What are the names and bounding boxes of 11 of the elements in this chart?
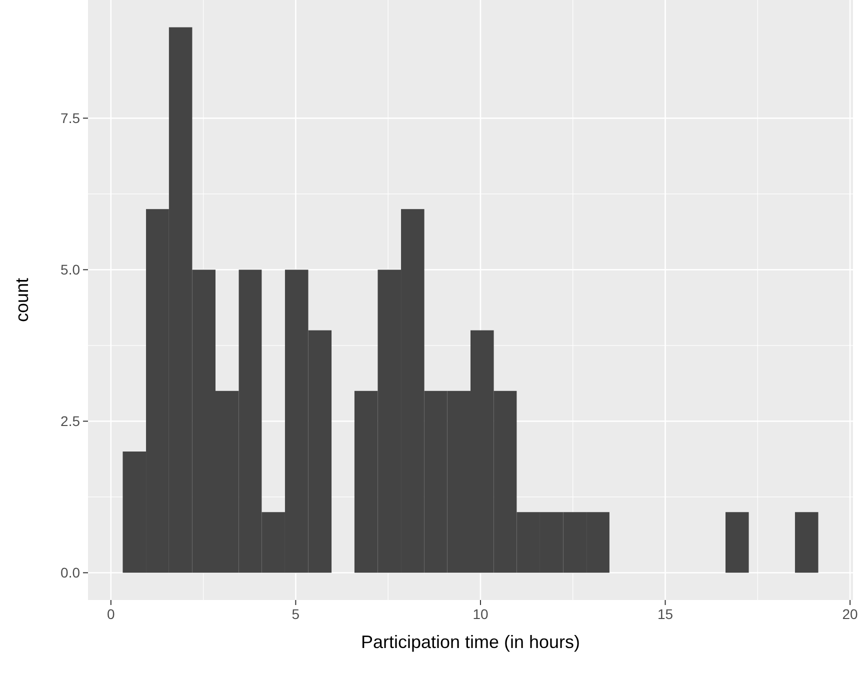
x-tick-label: 15 bbox=[657, 606, 674, 622]
y-tick-label: 2.5 bbox=[60, 413, 80, 430]
y-tick-label: 7.5 bbox=[60, 110, 80, 126]
x-axis-title: Participation time (in hours) bbox=[360, 632, 580, 652]
x-tick-label: 10 bbox=[472, 606, 488, 622]
x-tick-label: 20 bbox=[842, 606, 858, 622]
y-tick-label: 0.0 bbox=[60, 564, 80, 581]
x-tick-label: 5 bbox=[292, 606, 300, 622]
y-tick-label: 5.0 bbox=[60, 262, 80, 278]
y-axis-title: count bbox=[12, 278, 32, 322]
x-tick-label: 0 bbox=[107, 606, 116, 622]
